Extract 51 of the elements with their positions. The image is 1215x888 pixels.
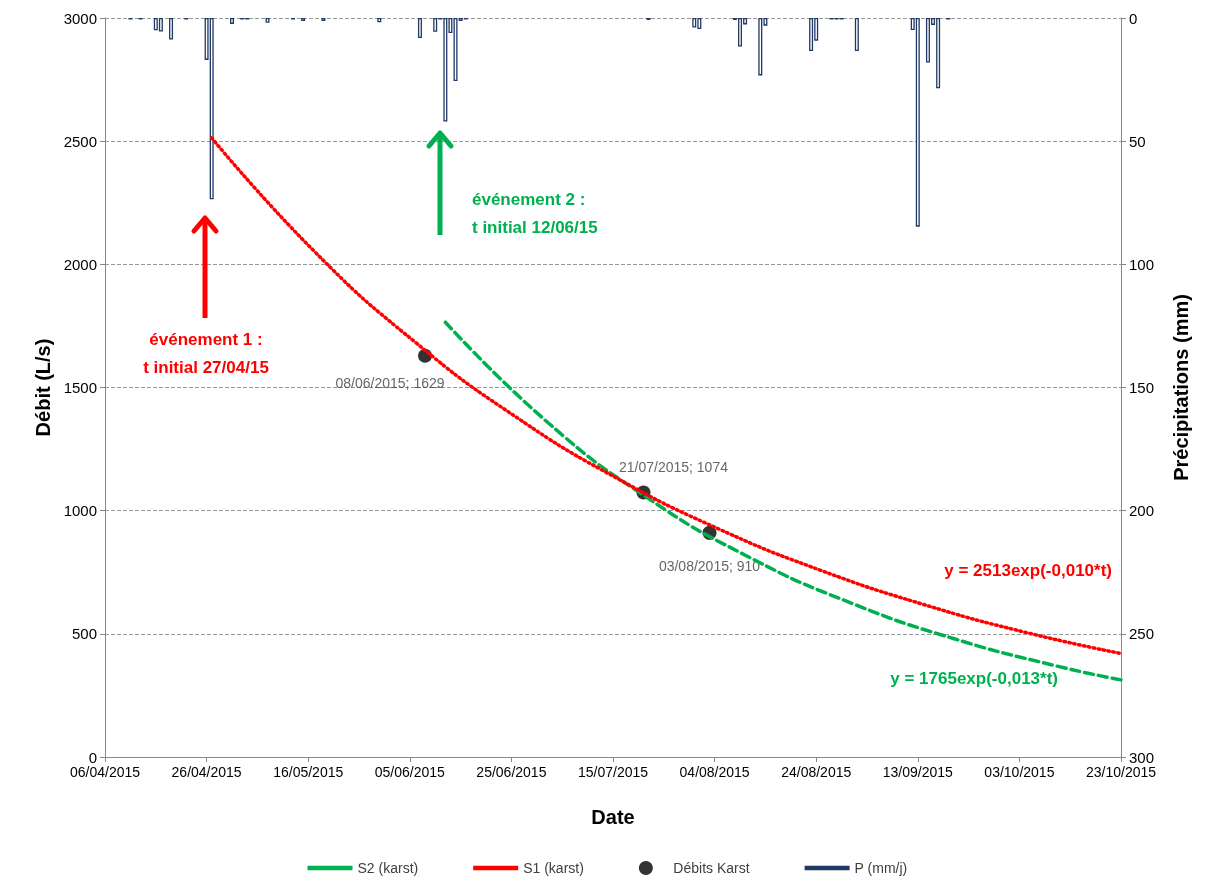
y-tick-label: 500 — [71, 625, 97, 643]
bar — [758, 18, 763, 76]
legend-label: S2 (karst) — [357, 860, 419, 876]
y2-tick-label: 200 — [1129, 502, 1155, 520]
legend-label: S1 (karst) — [523, 860, 584, 876]
y-tick-label: 2000 — [63, 255, 97, 273]
bar — [417, 18, 422, 38]
x-axis-title: Date — [591, 806, 635, 828]
y2-tick-label: 100 — [1129, 255, 1155, 273]
x-tick-label: 25/06/2015 — [476, 764, 547, 780]
x-tick-label: 26/04/2015 — [171, 764, 242, 780]
y-tick-label: 3000 — [63, 9, 97, 27]
y2-tick-label: 300 — [1129, 748, 1155, 766]
x-tick-label: 04/08/2015 — [679, 764, 750, 780]
x-tick-label: 05/06/2015 — [374, 764, 446, 780]
legend-label: Débits Karst — [673, 860, 750, 876]
annotation: y = 2513exp(-0,010*t) — [944, 560, 1112, 580]
bar — [854, 18, 859, 52]
x-tick-label: 16/05/2015 — [273, 764, 344, 780]
annotation: événement 1 : t initial 27/04/15 — [143, 329, 269, 377]
annotation: y = 1765exp(-0,013*t) — [890, 668, 1058, 688]
x-tick-label: 15/07/2015 — [577, 764, 649, 780]
y-tick-label: 0 — [88, 748, 97, 766]
bar — [809, 18, 814, 52]
bar — [169, 18, 174, 40]
y2-tick-label: 0 — [1129, 9, 1138, 27]
bar — [692, 18, 697, 28]
x-tick-label: 03/10/2015 — [984, 764, 1055, 780]
bar — [230, 18, 234, 24]
x-tick-label: 24/08/2015 — [781, 764, 852, 780]
data-label: 08/06/2015; 1629 — [335, 374, 445, 391]
y-axis-title: Débit (L/s) — [31, 338, 54, 437]
bar — [915, 18, 920, 227]
legend-label: P (mm/j) — [854, 860, 908, 876]
x-tick-label: 06/04/2015 — [69, 764, 141, 780]
y2-tick-label: 50 — [1129, 132, 1146, 150]
bar — [265, 18, 270, 23]
bar — [158, 18, 163, 32]
y-tick-label: 1000 — [63, 502, 97, 520]
y2-tick-label: 150 — [1129, 379, 1155, 396]
x-tick-label: 13/09/2015 — [882, 764, 954, 780]
y-tick-label: 1500 — [63, 379, 97, 396]
y2-tick-label: 250 — [1129, 625, 1155, 643]
data-label: 21/07/2015; 1074 — [618, 459, 729, 476]
bar — [377, 18, 382, 23]
bar — [433, 18, 438, 32]
x-tick-label: 23/10/2015 — [1085, 764, 1157, 780]
y2-axis-title: Précipitations (mm) — [1170, 294, 1192, 481]
bar — [209, 18, 214, 200]
annotation: événement 2 : t initial 12/06/15 — [472, 189, 598, 237]
y-tick-label: 2500 — [63, 132, 97, 150]
